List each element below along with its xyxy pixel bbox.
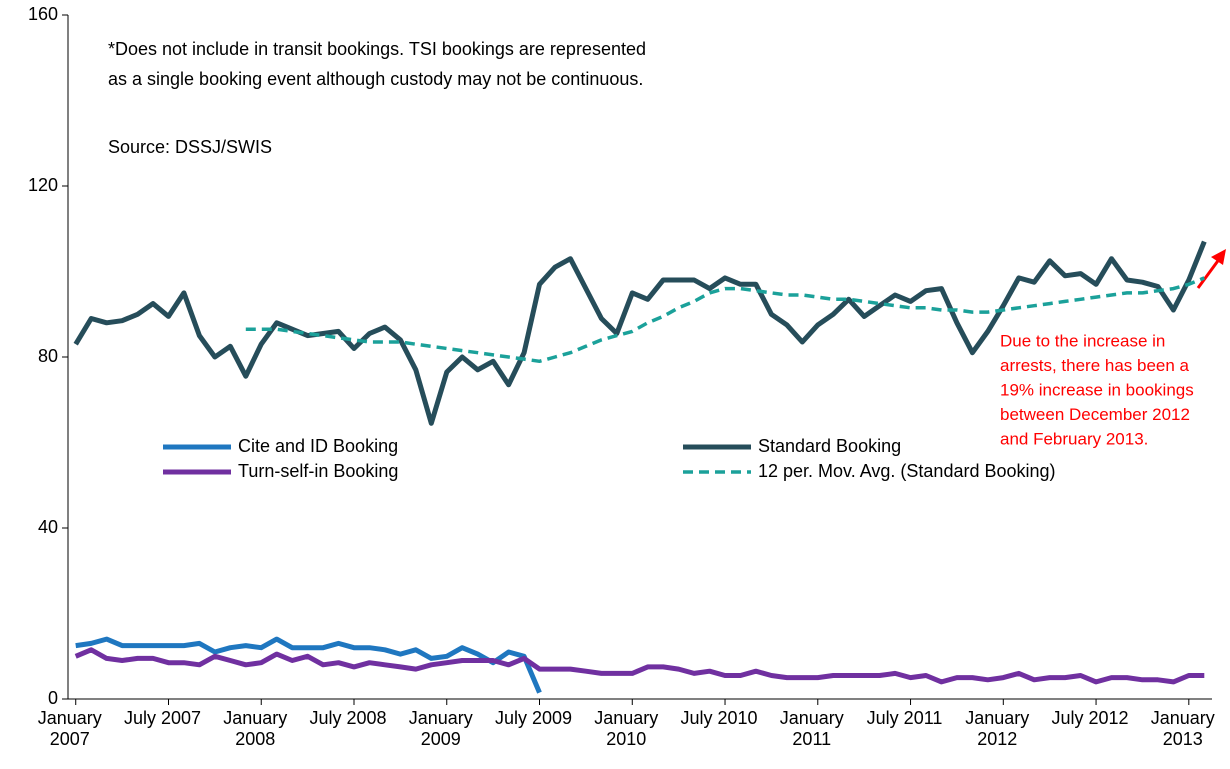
x-tick-label: January 2013 bbox=[1150, 708, 1215, 749]
x-tick-label: July 2007 bbox=[123, 708, 202, 728]
x-tick-label: January 2012 bbox=[965, 708, 1030, 749]
note: Source: DSSJ/SWIS bbox=[108, 137, 272, 157]
series-line bbox=[74, 647, 1205, 685]
series-line bbox=[75, 636, 542, 694]
annotation-line: arrests, there has been a bbox=[1000, 356, 1190, 375]
annotation-line: between December 2012 bbox=[1000, 405, 1190, 424]
x-tick-label: January 2011 bbox=[779, 708, 844, 749]
x-tick-label: January 2008 bbox=[223, 708, 288, 749]
x-tick-label: January 2007 bbox=[37, 708, 102, 749]
y-tick-label: 0 bbox=[48, 688, 58, 708]
note: *Does not include in transit bookings. T… bbox=[108, 39, 646, 59]
x-tick-label: January 2010 bbox=[594, 708, 659, 749]
legend-label: 12 per. Mov. Avg. (Standard Booking) bbox=[758, 461, 1056, 481]
arrow-head bbox=[1211, 249, 1226, 265]
note: as a single booking event although custo… bbox=[108, 69, 643, 89]
arrow-line bbox=[1196, 257, 1222, 289]
legend-label: Turn-self-in Booking bbox=[238, 461, 398, 481]
annotation: Due to the increase in arrests, there has… bbox=[1000, 331, 1194, 448]
y-tick-label: 120 bbox=[28, 175, 58, 195]
x-tick-label: July 2010 bbox=[680, 708, 758, 728]
x-tick-label: July 2011 bbox=[866, 708, 943, 728]
legend-label: Cite and ID Booking bbox=[238, 436, 398, 456]
y-tick-label: 80 bbox=[38, 346, 58, 366]
series-line bbox=[245, 276, 1205, 364]
x-tick-label: July 2012 bbox=[1051, 708, 1129, 728]
x-tick-label: July 2009 bbox=[494, 708, 573, 728]
annotation-line: and February 2013. bbox=[1000, 429, 1148, 448]
annotation-line: Due to the increase in bbox=[1000, 331, 1165, 350]
x-tick-label: January 2009 bbox=[408, 708, 473, 749]
x-tick-label: July 2008 bbox=[309, 708, 387, 728]
y-tick-label: 160 bbox=[28, 4, 58, 24]
series-line bbox=[73, 240, 1207, 426]
legend-label: Standard Booking bbox=[758, 436, 901, 456]
y-tick-label: 40 bbox=[38, 517, 58, 537]
annotation-line: 19% increase in bookings bbox=[1000, 380, 1194, 399]
